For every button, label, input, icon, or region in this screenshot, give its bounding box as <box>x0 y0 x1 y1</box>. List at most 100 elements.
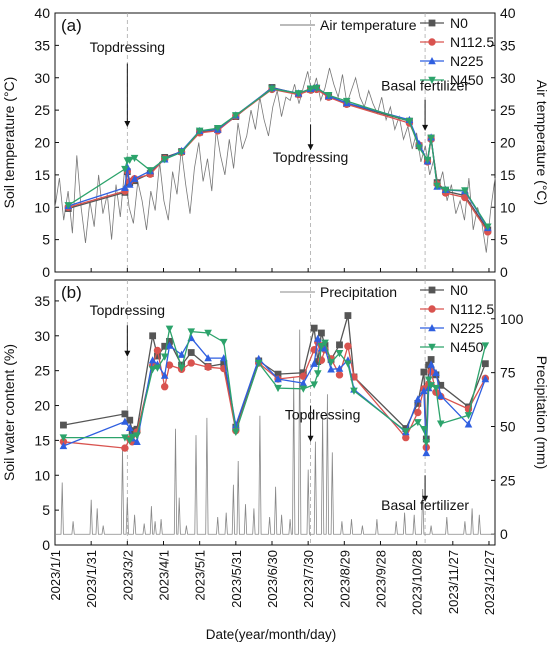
marker-square <box>310 324 318 332</box>
y2-tick-label: 35 <box>500 37 516 53</box>
marker-triangle-down <box>312 84 321 93</box>
y-tick-label: 40 <box>34 5 50 21</box>
y-tick-label: 20 <box>34 398 50 414</box>
marker-triangle-down <box>64 202 73 210</box>
marker-square <box>274 370 282 378</box>
marker-square <box>318 329 325 337</box>
annotation-label: Basal fertilizer <box>381 78 469 94</box>
marker-square <box>60 421 67 429</box>
marker-triangle-down <box>428 76 436 84</box>
x-tick-label: 2023/8/29 <box>337 550 352 608</box>
precipitation-line <box>55 329 495 535</box>
y-tick-label: 10 <box>34 199 50 215</box>
legend-entry: N225 <box>450 53 484 69</box>
marker-triangle-down <box>420 426 428 434</box>
y-tick-label: 25 <box>34 363 50 379</box>
y-tick-label: 35 <box>34 37 50 53</box>
marker-triangle-down <box>432 384 440 393</box>
marker-triangle-up <box>125 423 134 432</box>
marker-circle <box>428 38 436 46</box>
marker-triangle-up <box>121 183 129 192</box>
y2-axis-title: Precipitation (mm) <box>534 356 550 470</box>
marker-triangle-down <box>436 420 445 428</box>
marker-triangle-down <box>324 92 333 100</box>
marker-triangle-up <box>121 417 129 425</box>
marker-triangle-up <box>422 448 431 457</box>
marker-circle <box>187 359 195 367</box>
x-tick-label: 2023/1/1 <box>48 550 63 601</box>
y2-tick-label: 50 <box>500 419 516 435</box>
marker-triangle-down <box>232 428 240 437</box>
y-tick-label: 30 <box>34 328 50 344</box>
y2-tick-label: 30 <box>500 70 516 86</box>
y-tick-label: 15 <box>34 432 50 448</box>
marker-square <box>414 400 422 407</box>
marker-triangle-up <box>427 360 435 368</box>
marker-triangle-down <box>128 433 136 441</box>
marker-square <box>336 341 343 349</box>
marker-triangle-up <box>464 420 473 428</box>
annotation-arrow-head <box>422 124 429 131</box>
y2-tick-label: 25 <box>500 102 516 118</box>
x-tick-label: 2023/3/2 <box>120 550 135 601</box>
marker-triangle-up <box>313 334 322 342</box>
marker-triangle-down <box>483 223 492 231</box>
marker-circle <box>121 444 129 452</box>
marker-square <box>149 332 157 340</box>
plot-frame <box>54 279 496 546</box>
marker-triangle-up <box>420 386 428 395</box>
marker-square <box>481 360 489 368</box>
marker-square <box>161 342 169 350</box>
y-axis-title: Soil temperature (°C) <box>1 77 17 209</box>
y2-tick-label: 10 <box>500 199 516 215</box>
marker-triangle-down <box>423 156 432 164</box>
marker-circle <box>427 367 435 376</box>
marker-triangle-up <box>59 441 68 450</box>
x-tick-label: 2023/6/30 <box>265 550 280 608</box>
y-tick-label: 0 <box>42 264 50 280</box>
marker-triangle-down <box>344 360 352 368</box>
legend-line-label: Precipitation <box>320 284 397 300</box>
marker-triangle-up <box>130 174 139 182</box>
panel-label: (a) <box>61 16 82 35</box>
marker-triangle-down <box>195 127 204 135</box>
annotation-label: Topdressing <box>90 302 166 318</box>
annotation-arrow-head <box>307 144 314 151</box>
series-line <box>63 340 486 449</box>
marker-triangle-down <box>213 125 222 133</box>
legend-line-label: Air temperature <box>320 17 417 33</box>
x-tick-label: 2023/4/1 <box>156 550 171 601</box>
annotation-arrow-head <box>422 495 429 502</box>
annotation-label: Topdressing <box>285 406 361 422</box>
marker-circle <box>461 193 469 202</box>
x-tick-label: 2023/9/28 <box>373 550 388 608</box>
marker-triangle-down <box>130 154 139 163</box>
legend-entry: N225 <box>450 320 484 336</box>
marker-square <box>220 360 228 368</box>
marker-triangle-down <box>165 325 174 333</box>
marker-square <box>121 410 129 418</box>
x-tick-label: 2023/5/1 <box>193 550 208 601</box>
marker-triangle-down <box>160 353 169 361</box>
y-tick-label: 10 <box>34 467 50 483</box>
y-tick-label: 20 <box>34 135 50 151</box>
marker-triangle-down <box>310 381 318 389</box>
marker-square <box>344 312 352 319</box>
marker-circle <box>414 408 422 417</box>
marker-triangle-up <box>428 57 436 65</box>
marker-triangle-up <box>428 324 436 332</box>
marker-triangle-up <box>125 180 134 188</box>
marker-circle <box>160 382 169 391</box>
marker-triangle-down <box>464 412 473 420</box>
y2-axis-title: Air temperature (°C) <box>534 80 550 205</box>
marker-square <box>437 381 445 389</box>
marker-triangle-down <box>204 329 212 337</box>
marker-triangle-up <box>148 356 157 364</box>
marker-triangle-down <box>427 382 435 390</box>
marker-triangle-down <box>405 117 414 126</box>
marker-triangle-down <box>121 165 129 174</box>
marker-triangle-up <box>204 354 212 362</box>
marker-triangle-up <box>335 364 344 372</box>
series-N450 <box>64 84 492 231</box>
